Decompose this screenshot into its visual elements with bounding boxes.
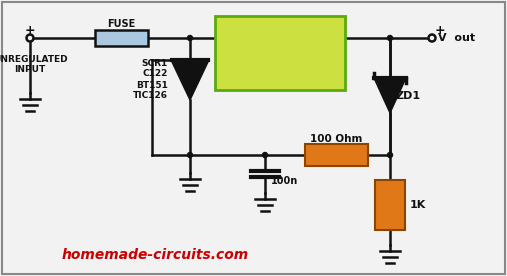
Circle shape xyxy=(387,36,392,41)
Text: FUSE: FUSE xyxy=(107,19,136,29)
Circle shape xyxy=(188,36,193,41)
Circle shape xyxy=(263,153,268,158)
FancyBboxPatch shape xyxy=(95,30,148,46)
Circle shape xyxy=(428,34,436,41)
Polygon shape xyxy=(172,62,208,100)
Text: INPUT: INPUT xyxy=(14,65,46,75)
Text: ZD1: ZD1 xyxy=(396,91,421,101)
FancyBboxPatch shape xyxy=(375,180,405,230)
Text: TIC126: TIC126 xyxy=(133,92,168,100)
Text: SCR1: SCR1 xyxy=(142,59,168,68)
Text: homemade-circuits.com: homemade-circuits.com xyxy=(61,248,248,262)
Text: 100 Ohm: 100 Ohm xyxy=(310,134,363,144)
Text: 1K: 1K xyxy=(410,200,426,210)
Circle shape xyxy=(26,34,33,41)
Polygon shape xyxy=(374,78,406,113)
Text: 100n: 100n xyxy=(271,176,298,186)
Text: BT151: BT151 xyxy=(136,81,168,89)
Text: UNREGULATED: UNREGULATED xyxy=(0,55,67,65)
Text: V  out: V out xyxy=(438,33,475,43)
Text: +: + xyxy=(435,23,446,36)
Text: C122: C122 xyxy=(142,70,168,78)
Text: CIRCUIT: CIRCUIT xyxy=(254,54,307,68)
Circle shape xyxy=(188,153,193,158)
Text: REGULATOR: REGULATOR xyxy=(240,41,320,54)
FancyBboxPatch shape xyxy=(305,144,368,166)
FancyBboxPatch shape xyxy=(215,16,345,90)
Circle shape xyxy=(387,153,392,158)
Text: +: + xyxy=(25,23,35,36)
